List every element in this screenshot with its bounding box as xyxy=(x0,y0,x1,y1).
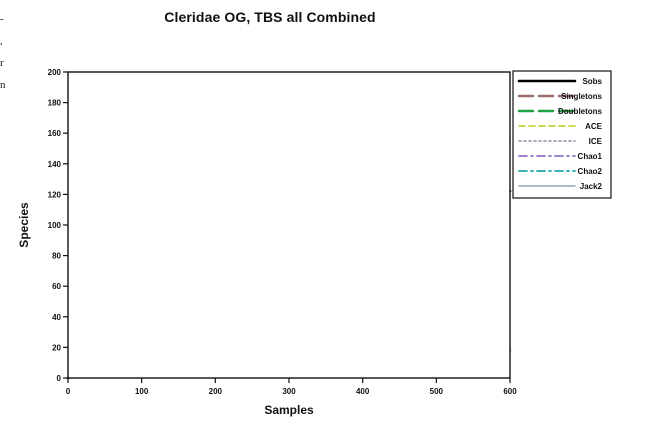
x-tick-label: 200 xyxy=(209,387,223,396)
legend-box xyxy=(512,70,612,199)
y-tick-label: 180 xyxy=(48,99,62,108)
legend-label-ace: ACE xyxy=(585,122,603,131)
y-tick-label: 100 xyxy=(48,221,62,230)
left-fragment-line: n xyxy=(0,79,6,91)
legend: Sobs Singletons Doubletons ACE ICE Chao1 Chao2… xyxy=(512,70,612,199)
y-tick-label: 80 xyxy=(52,252,61,261)
y-tick-label: 160 xyxy=(48,129,62,138)
legend-label-doubletons: Doubletons xyxy=(558,107,603,116)
y-tick-label: 140 xyxy=(48,160,62,169)
legend-label-jack2: Jack2 xyxy=(580,182,603,191)
x-tick-label: 600 xyxy=(503,387,517,396)
legend-label-chao1: Chao1 xyxy=(578,152,603,161)
legend-label-sobs: Sobs xyxy=(582,77,602,86)
y-tick-label: 120 xyxy=(48,190,62,199)
plot-frame xyxy=(67,71,511,379)
left-fragment-line: r xyxy=(0,57,4,69)
y-tick-label: 40 xyxy=(52,313,61,322)
x-tick-label: 0 xyxy=(66,387,71,396)
y-axis-title: Species xyxy=(17,202,31,248)
left-text-fragment: - , r n xyxy=(0,0,46,428)
x-tick-label: 500 xyxy=(430,387,444,396)
y-tick-label: 0 xyxy=(57,374,62,383)
legend-label-singletons: Singletons xyxy=(561,92,602,101)
legend-label-ice: ICE xyxy=(589,137,603,146)
left-fragment-line: , xyxy=(0,35,3,47)
y-tick-label: 20 xyxy=(52,343,61,352)
legend-label-chao2: Chao2 xyxy=(578,167,603,176)
axes: 0 100 200 300 400 500 600 0 20 40 60 80 100 120 140 160… xyxy=(17,68,517,417)
left-fragment-line: - xyxy=(0,13,4,25)
x-tick-label: 100 xyxy=(135,387,149,396)
y-tick-label: 200 xyxy=(48,68,62,77)
x-tick-label: 300 xyxy=(282,387,296,396)
x-axis-title: Samples xyxy=(264,403,314,417)
y-tick-label: 60 xyxy=(52,282,61,291)
chart-title: Cleridae OG, TBS all Combined xyxy=(164,9,376,25)
x-tick-label: 400 xyxy=(356,387,370,396)
